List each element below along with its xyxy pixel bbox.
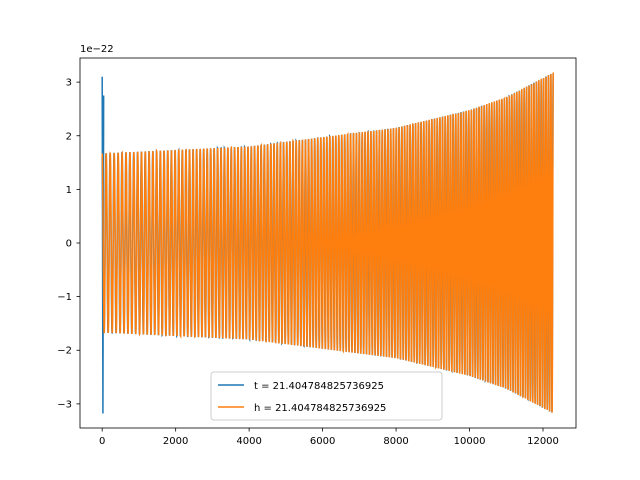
x-tick-label: 6000 xyxy=(310,436,335,447)
y-tick-label: 0 xyxy=(66,239,72,250)
x-axis: 0 2000 4000 6000 8000 10000 12000 xyxy=(99,428,559,447)
series-h xyxy=(101,72,555,413)
x-tick-label: 2000 xyxy=(163,436,188,447)
series-layer xyxy=(101,72,555,414)
y-tick-label: 3 xyxy=(66,78,72,89)
y-tick-label: −1 xyxy=(57,292,72,303)
y-tick-label: −3 xyxy=(57,399,72,410)
x-tick-label: 4000 xyxy=(236,436,261,447)
x-tick-label: 10000 xyxy=(454,436,486,447)
y-tick-label: 2 xyxy=(66,131,72,142)
y-tick-label: −2 xyxy=(57,346,72,357)
x-tick-label: 12000 xyxy=(527,436,559,447)
legend-box xyxy=(210,371,443,421)
y-tick-label: 1 xyxy=(66,185,72,196)
y-scale-offset-label: 1e−22 xyxy=(80,44,114,55)
legend-label-h: h = 21.404784825736925 xyxy=(254,403,386,414)
x-tick-label: 0 xyxy=(99,436,105,447)
x-tick-label: 8000 xyxy=(383,436,408,447)
series-line xyxy=(101,72,555,413)
legend-label-t: t = 21.404784825736925 xyxy=(254,381,384,392)
legend: t = 21.404784825736925 h = 21.4047848257… xyxy=(210,371,443,421)
y-axis: −3 −2 −1 0 1 2 3 xyxy=(57,78,80,410)
